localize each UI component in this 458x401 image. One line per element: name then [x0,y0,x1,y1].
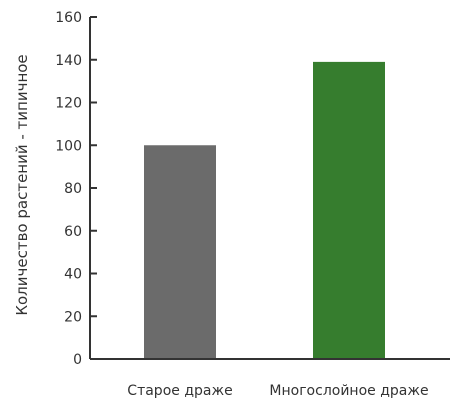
y-tick-label: 60 [64,224,82,240]
x-category-label: Старое драже [127,383,232,399]
x-labels-group: Старое драже Многослойное драже [127,383,428,399]
y-tick-label: 20 [64,309,82,325]
y-axis-label: Количество растений - типичное [13,54,31,315]
y-tick-label: 140 [55,53,82,69]
y-tick-label: 80 [64,181,82,197]
y-tick-label: 160 [55,10,82,26]
bar-1 [144,145,216,359]
y-tick-label: 40 [64,267,82,283]
y-tick-label: 100 [55,138,82,154]
y-tick-label: 0 [73,352,82,368]
bar-2 [313,61,385,359]
x-category-label: Многослойное драже [269,383,428,399]
y-tick-label: 120 [55,96,82,112]
bars-group [144,61,385,359]
y-ticks-group: 0 20 40 60 80 100 120 140 160 [55,10,97,368]
